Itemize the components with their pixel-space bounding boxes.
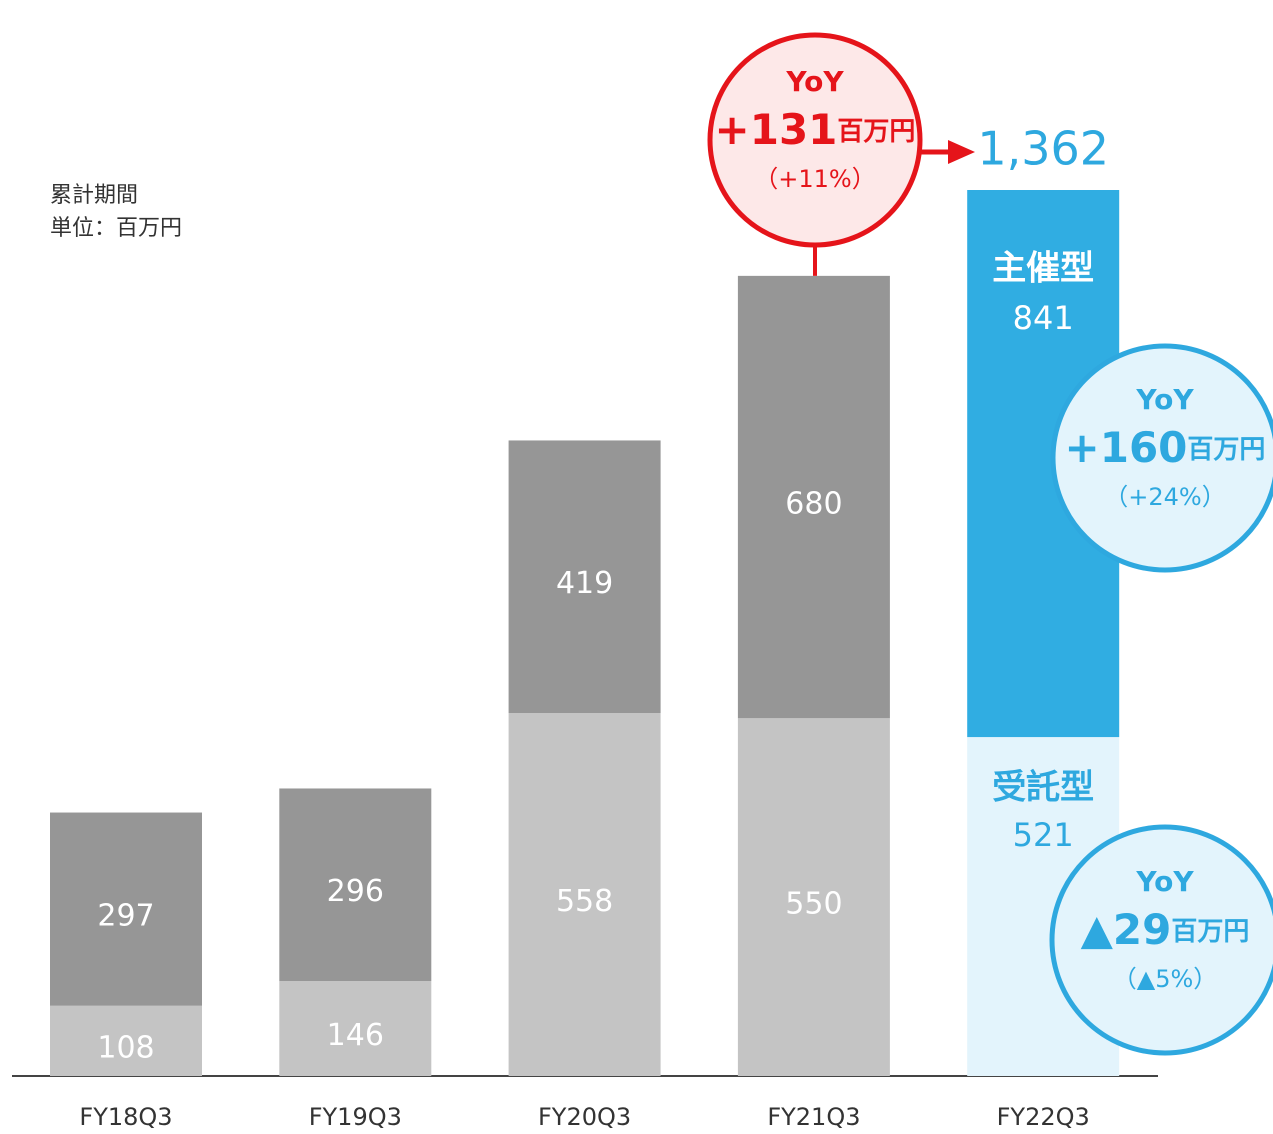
value-label: 550 <box>785 887 842 922</box>
yoy-title: YoY <box>1135 865 1194 898</box>
series-name: 受託型 <box>992 768 1094 808</box>
bar-segment <box>508 440 661 714</box>
value-label: 296 <box>327 874 384 909</box>
bar-segment <box>737 275 890 719</box>
yoy-pct: （+11%） <box>754 165 875 193</box>
yoy-unit: 百万円 <box>1171 917 1249 947</box>
x-tick-label: FY20Q3 <box>538 1103 631 1131</box>
yoy-bubble <box>1050 343 1273 573</box>
x-tick-label: FY22Q3 <box>997 1103 1090 1131</box>
bar-segment <box>50 812 202 1006</box>
yoy-number: ▲29 <box>1081 905 1172 954</box>
x-tick-label: FY21Q3 <box>767 1103 860 1131</box>
yoy-title: YoY <box>1135 383 1194 416</box>
value-label: 521 <box>1013 816 1074 854</box>
bar-segment <box>279 788 432 982</box>
bar-segment <box>737 718 890 1076</box>
yoy-bubble <box>707 32 923 248</box>
yoy-bubble <box>1049 824 1273 1056</box>
bar-segment <box>508 713 661 1076</box>
yoy-value: +160百万円 <box>1065 423 1266 472</box>
yoy-unit: 百万円 <box>1187 435 1265 465</box>
yoy-title: YoY <box>785 65 844 98</box>
x-tick-label: FY18Q3 <box>79 1103 172 1131</box>
yoy-value: ▲29百万円 <box>1081 905 1250 954</box>
total-label: 1,362 <box>977 122 1109 176</box>
value-label: 841 <box>1013 299 1074 337</box>
series-name: 主催型 <box>992 249 1094 289</box>
value-label: 419 <box>556 566 613 601</box>
yoy-number: +160 <box>1065 423 1188 472</box>
value-label: 680 <box>785 487 842 522</box>
yoy-unit: 百万円 <box>837 117 915 147</box>
note: 累計期間 <box>50 183 138 208</box>
yoy-pct: （▲5%） <box>1113 965 1218 993</box>
value-label: 297 <box>97 899 154 934</box>
bar-segment <box>50 1005 202 1076</box>
value-label: 558 <box>556 884 613 919</box>
value-label: 146 <box>327 1018 384 1053</box>
arrow-head <box>948 140 975 164</box>
yoy-pct: （+24%） <box>1104 483 1225 511</box>
bar-segment <box>279 981 432 1076</box>
yoy-number: +131 <box>715 105 838 154</box>
x-tick-label: FY19Q3 <box>309 1103 402 1131</box>
yoy-value: +131百万円 <box>715 105 916 154</box>
note: 単位：百万円 <box>50 216 182 241</box>
value-label: 108 <box>97 1030 154 1065</box>
